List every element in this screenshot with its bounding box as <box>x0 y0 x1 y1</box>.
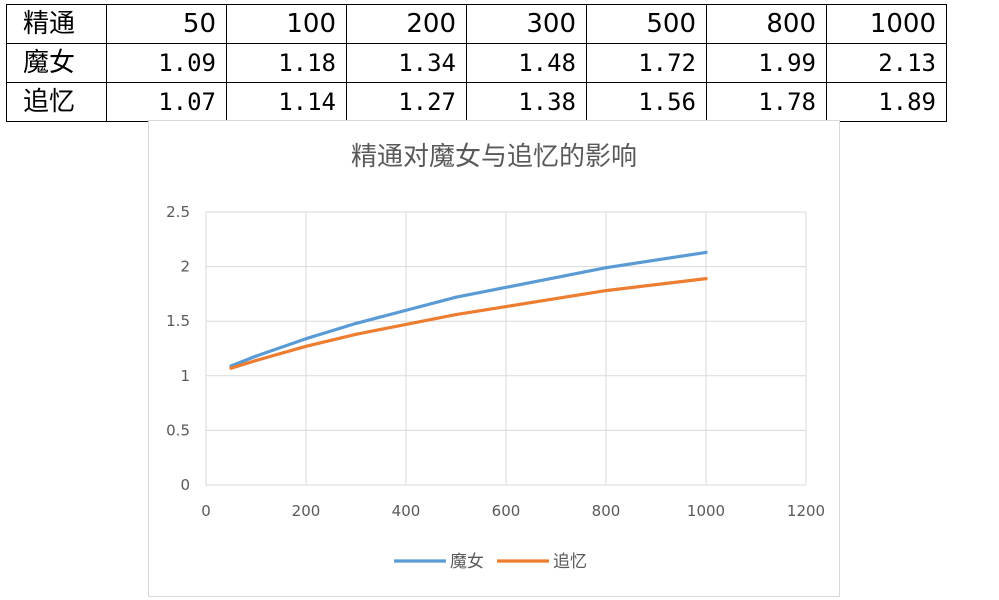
table-cell: 1.34 <box>346 43 467 83</box>
table-cell: 1.18 <box>226 43 347 83</box>
grid-lines <box>205 211 807 486</box>
table-cell: 1.27 <box>346 82 467 122</box>
table-row: 魔女 1.09 1.18 1.34 1.48 1.72 1.99 2.13 <box>6 43 947 83</box>
data-point <box>229 366 233 370</box>
data-point <box>254 358 258 363</box>
table-cell: 2.13 <box>826 43 947 83</box>
data-point <box>304 337 308 341</box>
data-point <box>604 289 608 293</box>
table-cell: 50 <box>106 4 227 44</box>
data-point <box>454 295 458 299</box>
table-row: 追忆 1.07 1.14 1.27 1.38 1.56 1.78 1.89 <box>6 82 947 122</box>
table-cell: 1.99 <box>706 43 827 83</box>
table-cell: 1.07 <box>106 82 227 122</box>
data-point <box>704 250 708 255</box>
table-cell: 100 <box>226 4 347 44</box>
table-cell: 800 <box>706 4 827 44</box>
data-point <box>604 266 608 270</box>
table-cell: 500 <box>586 4 707 44</box>
y-tick-label: 1 <box>180 367 190 385</box>
table-cell: 200 <box>346 4 467 44</box>
y-tick-label: 1.5 <box>166 312 190 330</box>
legend-label: 魔女 <box>450 552 484 572</box>
table-cell: 1.72 <box>586 43 707 83</box>
table-row: 精通 50 100 200 300 500 800 1000 <box>6 4 947 44</box>
y-tick-label: 0.5 <box>166 421 190 439</box>
data-point <box>704 277 708 281</box>
row-label: 追忆 <box>6 82 107 122</box>
table-cell: 1.78 <box>706 82 827 122</box>
x-tick-label: 600 <box>492 502 521 520</box>
series-lines <box>229 250 708 370</box>
axis-labels: 0 0.5 1 1.5 2 2.5 0 200 400 600 800 1000 1200 <box>166 203 825 520</box>
x-tick-label: 200 <box>292 502 321 520</box>
table-cell: 300 <box>466 4 587 44</box>
table-cell: 1000 <box>826 4 947 44</box>
legend: 魔女 追忆 <box>394 552 587 572</box>
table-cell: 1.38 <box>466 82 587 122</box>
line-chart: 精通对魔女与追忆的影响 0 0.5 1 1.5 2 2.5 0 200 400 600 800 100… <box>166 142 825 572</box>
row-label: 精通 <box>6 4 107 44</box>
table-cell: 1.14 <box>226 82 347 122</box>
x-tick-label: 0 <box>201 502 211 520</box>
x-tick-label: 1000 <box>687 502 725 520</box>
x-tick-label: 800 <box>592 502 621 520</box>
x-tick-label: 1200 <box>787 502 825 520</box>
legend-label: 追忆 <box>553 552 587 572</box>
data-point <box>354 321 358 325</box>
table-cell: 1.09 <box>106 43 227 83</box>
table-cell: 1.48 <box>466 43 587 83</box>
data-point <box>354 332 358 336</box>
data-point <box>254 354 258 358</box>
chart-title: 精通对魔女与追忆的影响 <box>351 142 637 172</box>
data-point <box>454 313 458 317</box>
row-label: 魔女 <box>6 43 107 83</box>
series-line-1 <box>229 277 708 370</box>
y-tick-label: 2.5 <box>166 203 190 221</box>
x-tick-label: 400 <box>392 502 421 520</box>
y-tick-label: 0 <box>180 476 190 494</box>
y-tick-label: 2 <box>180 258 190 276</box>
table-cell: 1.89 <box>826 82 947 122</box>
data-table: 精通 50 100 200 300 500 800 1000 魔女 1.09 1.18 1.34 1.4… <box>6 4 947 122</box>
table-cell: 1.56 <box>586 82 707 122</box>
chart-frame: 精通对魔女与追忆的影响 0 0.5 1 1.5 2 2.5 0 200 400 600 800 100… <box>148 120 840 597</box>
data-point <box>304 344 308 348</box>
